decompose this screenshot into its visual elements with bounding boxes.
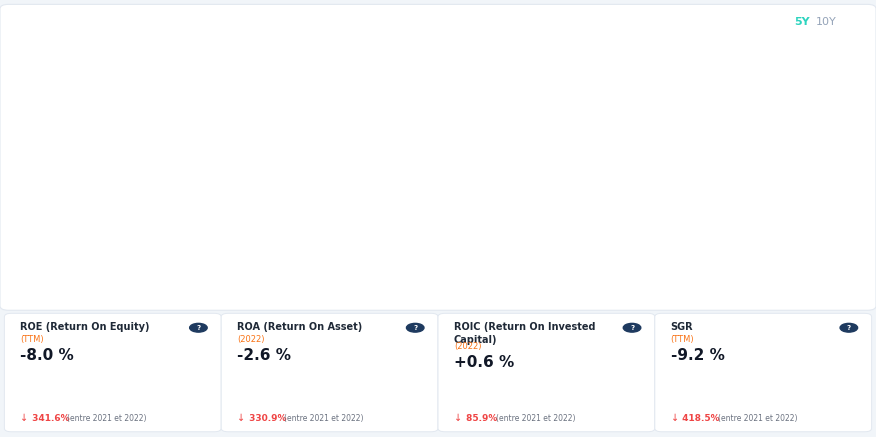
Title: Évolution des rentabilités sur 5 ans: Évolution des rentabilités sur 5 ans — [358, 12, 579, 25]
Text: ROA (Return On Asset): ROA (Return On Asset) — [237, 322, 362, 332]
Text: 10Y: 10Y — [816, 17, 837, 28]
Text: +0.6 %: +0.6 % — [454, 355, 514, 370]
Text: ?: ? — [630, 325, 634, 331]
Text: (entre 2021 et 2022): (entre 2021 et 2022) — [717, 414, 797, 423]
Text: SGR: SGR — [671, 322, 693, 332]
Text: ROE (Return On Equity): ROE (Return On Equity) — [20, 322, 150, 332]
Text: ?: ? — [196, 325, 201, 331]
Text: ↓: ↓ — [454, 413, 462, 423]
Text: ROIC (Return On Invested: ROIC (Return On Invested — [454, 322, 596, 332]
Text: (entre 2021 et 2022): (entre 2021 et 2022) — [67, 414, 147, 423]
Text: (2022): (2022) — [454, 342, 481, 351]
Text: -9.2 %: -9.2 % — [671, 348, 724, 363]
Text: (2022): (2022) — [237, 335, 265, 344]
Text: 341.6%: 341.6% — [29, 414, 69, 423]
Text: ↓: ↓ — [671, 413, 679, 423]
Text: ?: ? — [847, 325, 851, 331]
Text: 418.5%: 418.5% — [680, 414, 720, 423]
Text: Capital): Capital) — [454, 335, 498, 345]
Text: 5Y: 5Y — [795, 17, 810, 28]
Text: (TTM): (TTM) — [20, 335, 44, 344]
Text: (entre 2021 et 2022): (entre 2021 et 2022) — [284, 414, 364, 423]
Text: ↓: ↓ — [237, 413, 245, 423]
Text: ?: ? — [413, 325, 417, 331]
Text: (entre 2021 et 2022): (entre 2021 et 2022) — [496, 414, 576, 423]
Text: -2.6 %: -2.6 % — [237, 348, 291, 363]
Legend: ROE (Return On Equity), ROA (Return On Asset), ROIC (Return On Invested Capital): ROE (Return On Equity), ROA (Return On A… — [160, 320, 701, 338]
Text: 330.9%: 330.9% — [245, 414, 286, 423]
Text: -8.0 %: -8.0 % — [20, 348, 74, 363]
Text: (TTM): (TTM) — [671, 335, 694, 344]
Text: 85.9%: 85.9% — [463, 414, 497, 423]
Text: ↓: ↓ — [20, 413, 28, 423]
